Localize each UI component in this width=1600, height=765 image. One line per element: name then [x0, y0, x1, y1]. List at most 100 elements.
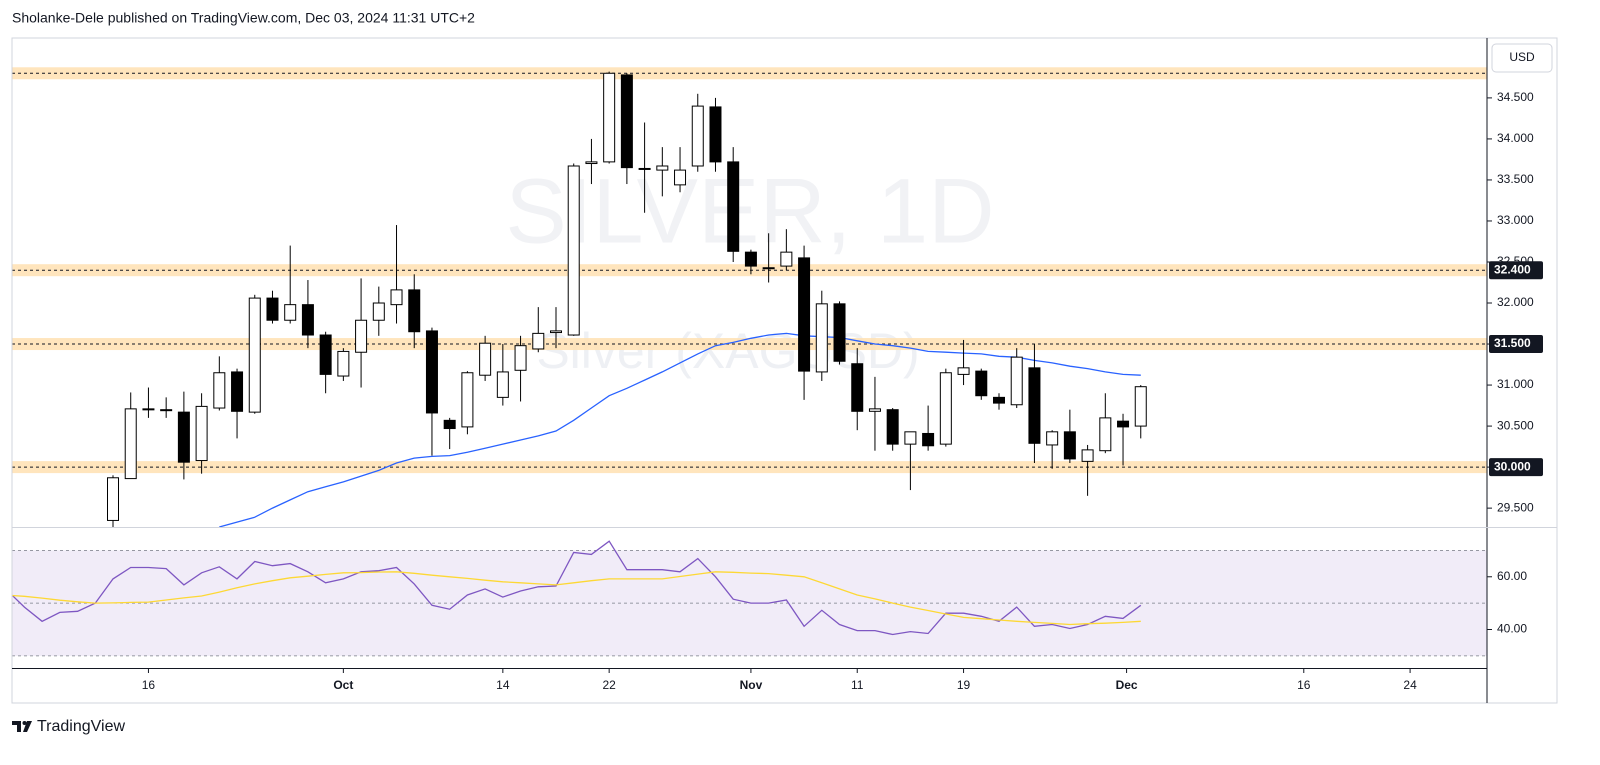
level-label: 32.400 — [1494, 262, 1531, 276]
candle-body — [479, 342, 492, 376]
candle-body — [922, 432, 935, 447]
rsi-line — [12, 571, 1141, 626]
candle-body — [886, 409, 899, 445]
candle-body — [585, 161, 598, 165]
candle-body — [744, 251, 757, 267]
rsi-line — [12, 540, 1142, 636]
candle-body — [815, 303, 828, 373]
rsi-pane — [12, 540, 1487, 657]
candle-body — [372, 302, 385, 321]
y-tick-label: 31.000 — [1497, 377, 1534, 391]
candle-body — [284, 304, 297, 321]
level-label: 31.500 — [1494, 336, 1531, 350]
moving-average — [219, 332, 1141, 527]
x-tick-label: 16 — [142, 678, 156, 692]
candle-body — [762, 267, 775, 270]
candle-body — [231, 371, 244, 412]
candle-body — [1134, 386, 1147, 427]
candle-body — [868, 408, 881, 412]
x-tick-label: 16 — [1297, 678, 1311, 692]
candle-body — [709, 106, 722, 163]
x-tick-label: Oct — [333, 678, 353, 692]
x-tick-label: Dec — [1116, 678, 1138, 692]
level-label: 30.000 — [1494, 459, 1531, 473]
x-tick-label: 11 — [851, 678, 864, 692]
candle-body — [1046, 431, 1059, 446]
y-tick-label: 40.00 — [1497, 622, 1527, 636]
y-tick-label: 30.500 — [1497, 418, 1534, 432]
candle-body — [124, 408, 137, 480]
candle-body — [514, 345, 527, 371]
candle-body — [620, 74, 633, 169]
candle-body — [1081, 449, 1094, 462]
candle-body — [656, 165, 669, 171]
level-label-bg — [1489, 335, 1543, 354]
candle-body — [355, 319, 368, 353]
price-pane — [12, 67, 1487, 527]
candle-body — [107, 477, 120, 521]
candle-body — [798, 257, 811, 372]
y-tick-label: 33.500 — [1497, 172, 1534, 186]
candle-body — [1117, 420, 1130, 428]
currency[interactable]: USD — [1509, 50, 1535, 64]
candle-body — [408, 289, 421, 333]
candle-body — [992, 396, 1005, 404]
level-zone — [12, 461, 1487, 474]
candle-body — [691, 105, 704, 167]
candle-body — [390, 289, 403, 306]
candle-body — [160, 409, 173, 412]
level-zone — [12, 338, 1487, 351]
candle-body — [975, 370, 988, 397]
currency-button[interactable] — [1491, 43, 1553, 73]
candle-body — [248, 297, 261, 413]
candle-body — [674, 169, 687, 186]
y-tick-label: 32.000 — [1497, 295, 1534, 309]
candle-body — [1099, 417, 1112, 452]
candle-body — [549, 330, 562, 334]
y-tick-label: 33.000 — [1497, 213, 1534, 227]
level-label-bg — [1489, 458, 1543, 477]
candle-body — [213, 372, 226, 409]
candle-body — [301, 304, 314, 336]
candle-body — [177, 411, 190, 463]
candle-body — [142, 408, 155, 411]
brand: TradingView — [37, 718, 125, 735]
candle-body — [939, 372, 952, 445]
candle-body — [780, 251, 793, 267]
x-tick-label: 22 — [602, 678, 616, 692]
attribution: Sholanke-Dele published on TradingView.c… — [12, 10, 475, 26]
candle-body — [532, 332, 545, 350]
candle-body — [1010, 356, 1023, 406]
candle-body — [319, 334, 332, 375]
y-tick-label: 34.500 — [1497, 90, 1534, 104]
candle-body — [1028, 367, 1041, 444]
candle-body — [603, 72, 616, 163]
x-tick-label: 19 — [957, 678, 971, 692]
candle-body — [567, 165, 580, 336]
candle-body — [727, 161, 740, 252]
level-zone — [12, 264, 1487, 277]
candle-body — [266, 297, 279, 321]
y-tick-label: 34.000 — [1497, 131, 1534, 145]
logo — [12, 721, 32, 732]
candle-body — [833, 303, 846, 362]
level-label-bg — [1489, 261, 1543, 280]
watermark-title: SILVER, 1D — [505, 160, 994, 262]
candle-body — [904, 431, 917, 445]
x-tick-label: 14 — [496, 678, 510, 692]
x-tick-label: Nov — [740, 678, 763, 692]
candle-body — [461, 372, 474, 428]
candle-body — [1063, 431, 1076, 460]
candle-body — [851, 363, 864, 412]
candle-body — [443, 419, 456, 430]
candle-body — [195, 405, 208, 462]
frame — [11, 37, 1558, 704]
x-tick-label: 24 — [1403, 678, 1417, 692]
y-tick-label: 60.00 — [1497, 569, 1527, 583]
level-zone — [12, 67, 1487, 80]
candle-body — [425, 330, 438, 414]
candle-body — [957, 367, 970, 375]
candle-body — [638, 167, 651, 170]
